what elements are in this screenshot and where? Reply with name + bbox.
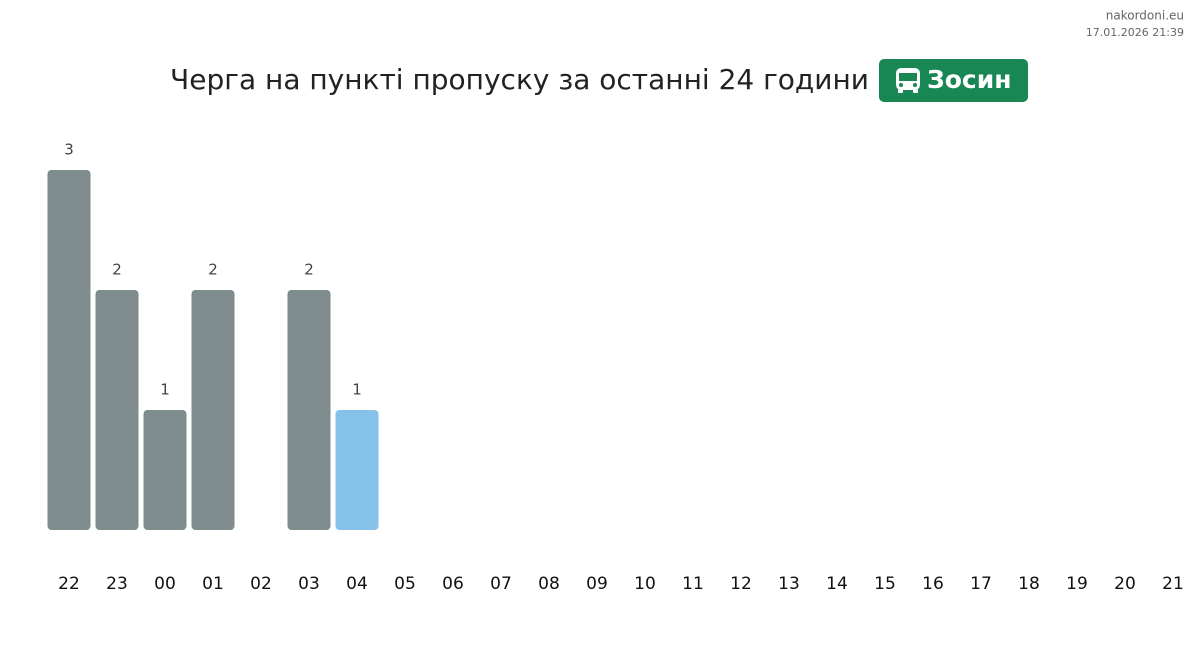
x-tick-label: 00	[154, 574, 176, 594]
bar	[335, 410, 379, 530]
value-label: 2	[208, 261, 218, 279]
bar	[47, 170, 91, 530]
x-tick-label: 20	[1114, 574, 1136, 594]
value-label: 2	[304, 261, 314, 279]
x-tick-label: 04	[346, 574, 368, 594]
timestamp: 17.01.2026 21:39	[1086, 26, 1184, 39]
x-tick-label: 03	[298, 574, 320, 594]
x-tick-label: 18	[1018, 574, 1040, 594]
x-tick-label: 22	[58, 574, 80, 594]
x-tick-label: 08	[538, 574, 560, 594]
x-tick-label: 06	[442, 574, 464, 594]
bar	[95, 290, 139, 530]
chart-title: Черга на пункті пропуску за останні 24 г…	[170, 63, 869, 96]
value-label: 1	[160, 381, 170, 399]
bar	[287, 290, 331, 530]
x-tick-label: 17	[970, 574, 992, 594]
badge-label: Зосин	[927, 65, 1012, 94]
x-tick-label: 12	[730, 574, 752, 594]
x-tick-label: 15	[874, 574, 896, 594]
bar	[143, 410, 187, 530]
x-tick-label: 13	[778, 574, 800, 594]
x-tick-label: 14	[826, 574, 848, 594]
value-label: 2	[112, 261, 122, 279]
x-tick-label: 02	[250, 574, 272, 594]
x-tick-label: 05	[394, 574, 416, 594]
x-tick-label: 16	[922, 574, 944, 594]
x-tick-label: 10	[634, 574, 656, 594]
x-tick-label: 23	[106, 574, 128, 594]
bar	[191, 290, 235, 530]
x-tick-label: 01	[202, 574, 224, 594]
x-tick-label: 11	[682, 574, 704, 594]
x-tick-label: 09	[586, 574, 608, 594]
value-label: 1	[352, 381, 362, 399]
x-tick-label: 19	[1066, 574, 1088, 594]
x-tick-label: 21	[1162, 574, 1184, 594]
bus-icon	[896, 68, 920, 93]
value-label: 3	[64, 141, 74, 159]
site-name: nakordoni.eu	[1106, 9, 1184, 23]
x-tick-label: 07	[490, 574, 512, 594]
